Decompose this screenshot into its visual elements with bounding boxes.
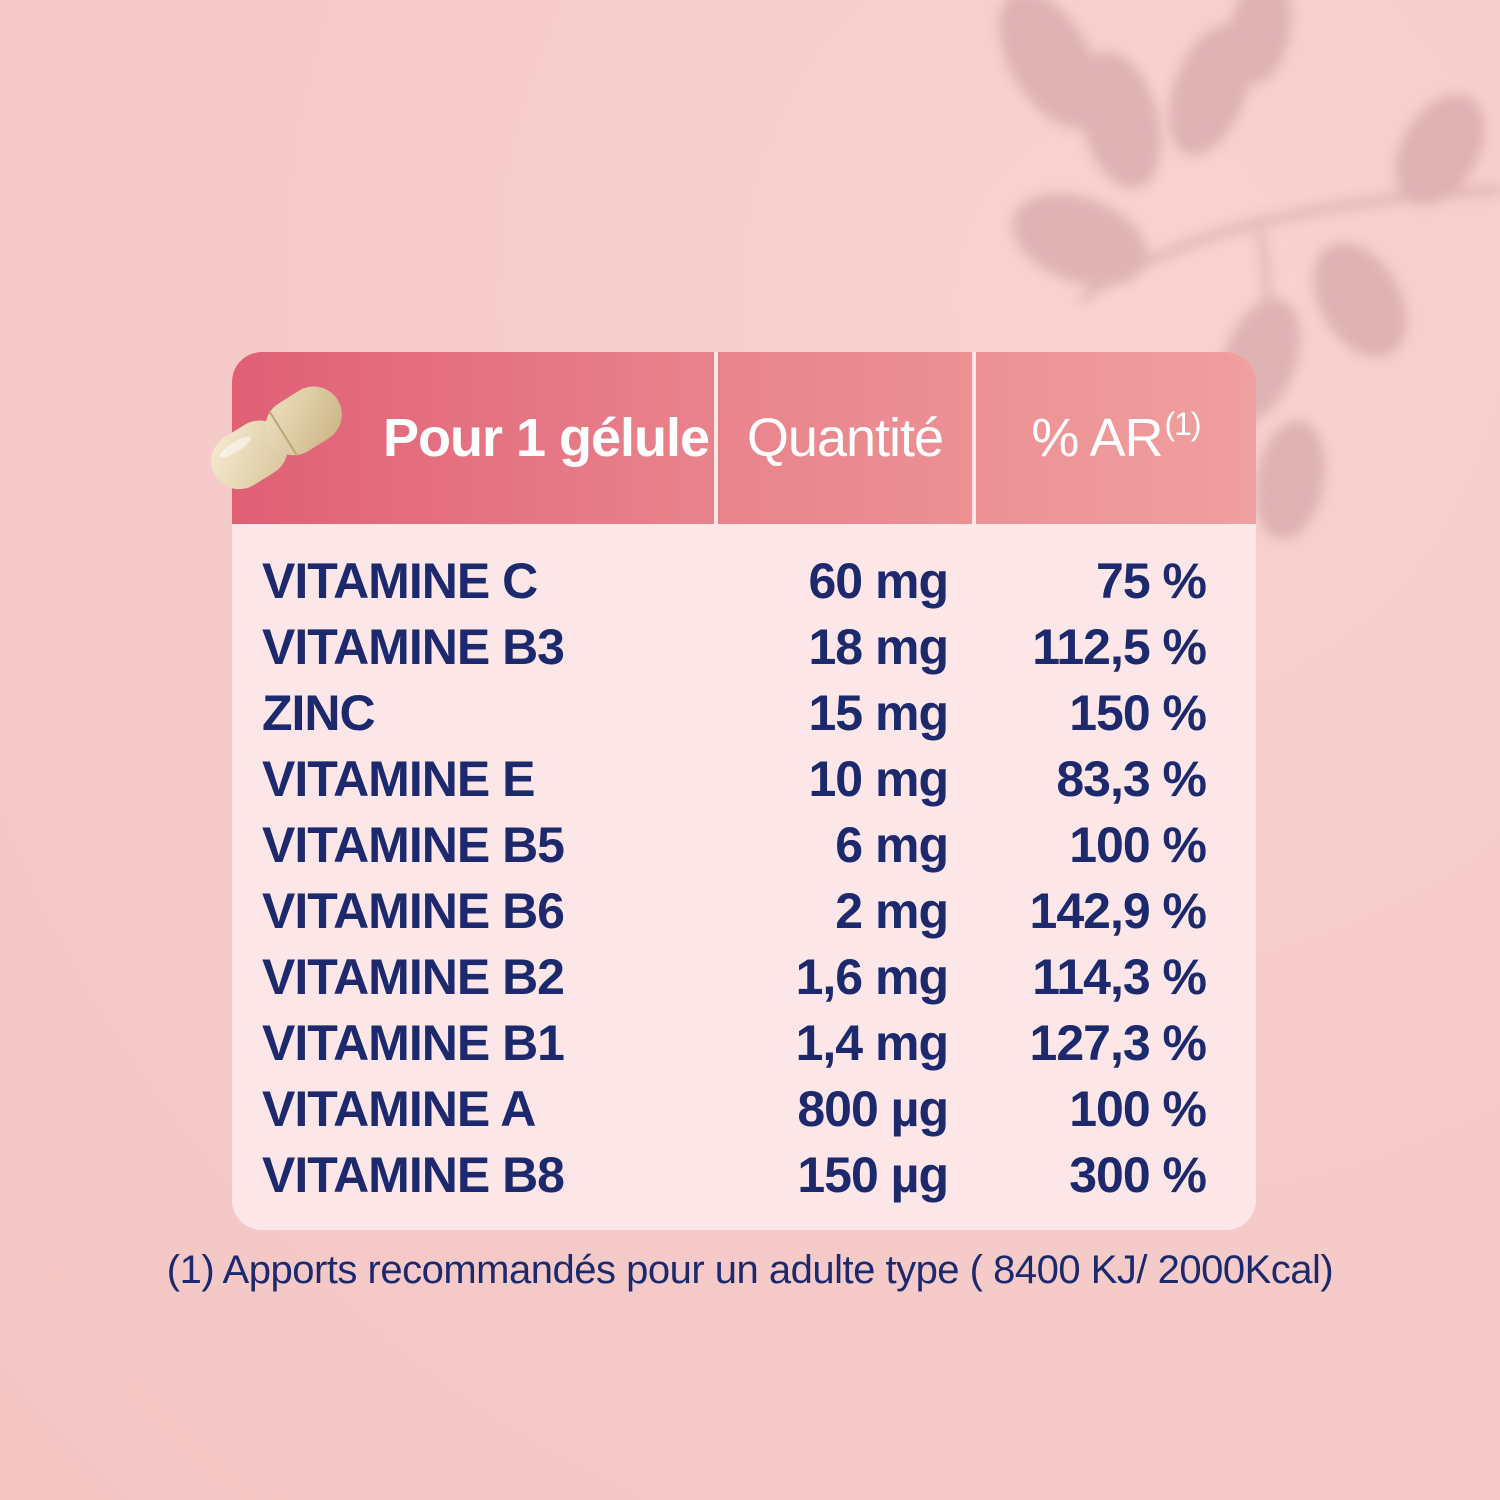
- table-row: ZINC 15 mg 150 %: [262, 680, 1207, 746]
- header-quantity: Quantité: [746, 408, 944, 468]
- nutrient-quantity: 18 mg: [808, 619, 949, 675]
- header-divider: [972, 352, 976, 524]
- nutrient-ar-percent: 114,3 %: [1032, 949, 1207, 1005]
- table-header: Pour 1 gélule Quantité % AR (1): [232, 352, 1256, 524]
- leaves-decoration-icon: [998, 0, 1500, 561]
- nutrient-name: VITAMINE B5: [262, 817, 565, 873]
- table-row: VITAMINE C 60 mg 75 %: [262, 548, 1207, 614]
- header-ar-superscript: (1): [1164, 405, 1201, 442]
- nutrient-ar-percent: 142,9 %: [1029, 883, 1207, 939]
- nutrient-name: VITAMINE B2: [262, 949, 565, 1005]
- header-ar: % AR (1): [976, 352, 1256, 524]
- table-row: VITAMINE B6 2 mg 142,9 %: [262, 878, 1207, 944]
- nutrient-ar-percent: 150 %: [1069, 685, 1207, 741]
- header-ar-label: % AR: [1031, 408, 1163, 468]
- nutrient-quantity: 150 µg: [797, 1147, 949, 1203]
- nutrient-ar-percent: 112,5 %: [1032, 619, 1207, 675]
- nutrient-ar-percent: 83,3 %: [1056, 751, 1207, 807]
- nutrient-quantity: 2 mg: [835, 883, 949, 939]
- header-per-capsule: Pour 1 gélule: [382, 408, 710, 468]
- header-divider: [714, 352, 718, 524]
- nutrient-ar-percent: 75 %: [1096, 553, 1207, 609]
- table-row: VITAMINE B1 1,4 mg 127,3 %: [262, 1010, 1207, 1076]
- nutrition-table: Pour 1 gélule Quantité % AR (1) VITAMINE …: [232, 352, 1256, 1230]
- nutrient-ar-percent: 100 %: [1069, 817, 1207, 873]
- capsule-icon: [211, 386, 342, 490]
- nutrient-ar-percent: 300 %: [1069, 1147, 1207, 1203]
- nutrient-quantity: 1,6 mg: [795, 949, 949, 1005]
- nutrient-name: ZINC: [262, 685, 376, 741]
- nutrient-name: VITAMINE B1: [262, 1015, 565, 1071]
- nutrient-quantity: 15 mg: [808, 685, 949, 741]
- nutrient-quantity: 800 µg: [797, 1081, 949, 1137]
- table-row: VITAMINE B5 6 mg 100 %: [262, 812, 1207, 878]
- nutrient-quantity: 1,4 mg: [795, 1015, 949, 1071]
- nutrient-ar-percent: 100 %: [1069, 1081, 1207, 1137]
- table-row: VITAMINE B2 1,6 mg 114,3 %: [262, 944, 1207, 1010]
- nutrient-quantity: 6 mg: [835, 817, 949, 873]
- table-row: VITAMINE B3 18 mg 112,5 %: [262, 614, 1207, 680]
- table-row: VITAMINE A 800 µg 100 %: [262, 1076, 1207, 1142]
- nutrient-quantity: 10 mg: [808, 751, 949, 807]
- nutrient-name: VITAMINE B8: [262, 1147, 565, 1203]
- nutrient-ar-percent: 127,3 %: [1029, 1015, 1207, 1071]
- nutrient-name: VITAMINE A: [262, 1081, 536, 1137]
- nutrient-name: VITAMINE E: [262, 751, 535, 807]
- table-row: VITAMINE B8 150 µg 300 %: [262, 1142, 1207, 1208]
- table-row: VITAMINE E 10 mg 83,3 %: [262, 746, 1207, 812]
- nutrient-name: VITAMINE C: [262, 553, 538, 609]
- nutrient-quantity: 60 mg: [808, 553, 949, 609]
- footnote: (1) Apports recommandés pour un adulte t…: [166, 1248, 1334, 1292]
- nutrient-name: VITAMINE B3: [262, 619, 565, 675]
- nutrient-name: VITAMINE B6: [262, 883, 565, 939]
